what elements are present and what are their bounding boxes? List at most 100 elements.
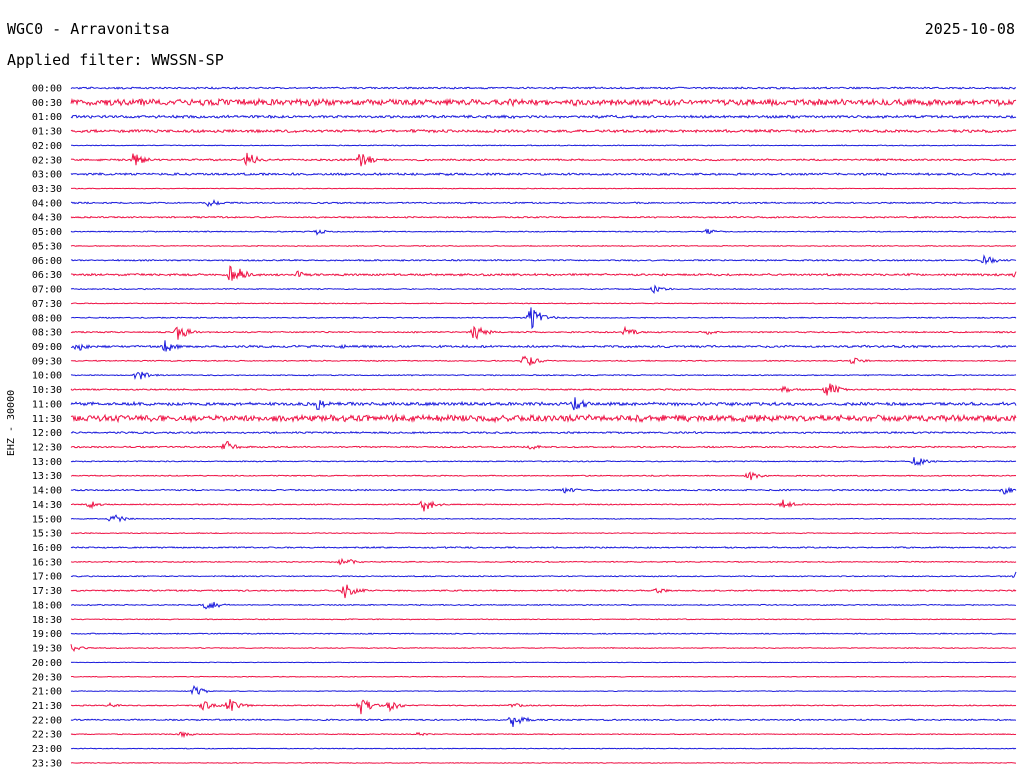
trace-line (70, 397, 1017, 411)
time-label: 17:30 (32, 586, 62, 597)
trace-line (70, 302, 1017, 305)
trace-line (70, 325, 1017, 340)
trace-line (70, 340, 1017, 352)
trace-line (70, 699, 1017, 715)
time-label: 22:00 (32, 715, 62, 726)
time-label: 18:00 (32, 600, 62, 611)
time-label: 14:00 (32, 486, 62, 497)
time-label: 21:00 (32, 687, 62, 698)
trace-line (70, 144, 1017, 147)
trace-line (70, 307, 1017, 330)
trace-line (70, 731, 1017, 739)
time-label: 23:30 (32, 758, 62, 769)
date-label: 2025-10-08 (924, 20, 1015, 38)
time-label: 00:00 (32, 84, 62, 95)
time-label: 01:00 (32, 112, 62, 123)
trace-line (70, 114, 1017, 120)
trace-line (70, 284, 1017, 294)
time-label: 21:30 (32, 701, 62, 712)
trace-line (70, 557, 1017, 566)
time-label: 09:00 (32, 342, 62, 353)
trace-line (70, 371, 1017, 380)
time-label: 09:30 (32, 356, 62, 367)
time-label: 07:00 (32, 285, 62, 296)
time-label: 04:00 (32, 198, 62, 209)
time-label: 22:30 (32, 730, 62, 741)
trace-line (70, 618, 1017, 621)
trace-line (70, 215, 1017, 219)
trace-line (70, 546, 1017, 549)
trace-line (70, 514, 1017, 523)
trace-line (70, 355, 1017, 366)
trace-line (70, 471, 1017, 481)
time-label: 18:30 (32, 615, 62, 626)
time-label: 07:30 (32, 299, 62, 310)
trace-line (70, 198, 1017, 208)
trace-line (70, 128, 1017, 134)
trace-line (70, 441, 1017, 450)
trace-line (70, 86, 1017, 90)
trace-line (70, 383, 1017, 396)
time-label: 20:00 (32, 658, 62, 669)
trace-line (70, 644, 1017, 653)
trace-line (70, 486, 1017, 495)
time-label: 06:00 (32, 256, 62, 267)
time-label: 00:30 (32, 98, 62, 109)
trace-line (70, 228, 1017, 236)
trace-line (70, 152, 1017, 167)
trace-line (70, 413, 1017, 424)
trace-line (70, 499, 1017, 512)
time-label: 17:00 (32, 572, 62, 583)
station-title: WGC0 - Arravonitsa (7, 20, 170, 38)
time-label: 04:30 (32, 213, 62, 224)
time-label: 11:30 (32, 414, 62, 425)
time-label: 16:30 (32, 557, 62, 568)
time-label: 14:30 (32, 500, 62, 511)
time-label: 01:30 (32, 127, 62, 138)
time-label: 05:30 (32, 241, 62, 252)
trace-line (70, 571, 1017, 579)
time-label: 02:30 (32, 155, 62, 166)
time-label: 12:30 (32, 443, 62, 454)
trace-line (70, 747, 1017, 750)
time-label: 19:00 (32, 629, 62, 640)
time-label: 11:00 (32, 399, 62, 410)
trace-line (70, 661, 1017, 664)
trace-group (70, 86, 1017, 764)
time-label: 13:30 (32, 471, 62, 482)
trace-line (70, 172, 1017, 177)
time-label: 20:30 (32, 672, 62, 683)
trace-line (70, 761, 1017, 764)
trace-line (70, 601, 1017, 610)
time-label: 23:00 (32, 744, 62, 755)
trace-line (70, 265, 1017, 281)
time-label: 08:00 (32, 313, 62, 324)
time-label: 15:00 (32, 514, 62, 525)
trace-line (70, 532, 1017, 535)
time-label: 12:00 (32, 428, 62, 439)
trace-line (70, 244, 1017, 248)
time-label: 13:00 (32, 457, 62, 468)
trace-line (70, 584, 1017, 599)
time-label: 03:00 (32, 170, 62, 181)
time-label: 03:30 (32, 184, 62, 195)
filter-label: Applied filter: WWSSN-SP (7, 51, 224, 69)
time-label-group: 00:00 00:30 01:00 01:30 02:00 02:30 03:00 03:30… (32, 84, 62, 770)
trace-line (70, 187, 1017, 190)
trace-line (70, 675, 1017, 678)
trace-line (70, 716, 1017, 728)
time-label: 10:00 (32, 371, 62, 382)
time-label: 05:00 (32, 227, 62, 238)
trace-line (70, 430, 1017, 435)
trace-line (70, 457, 1017, 467)
trace-line (70, 684, 1017, 696)
time-label: 19:30 (32, 644, 62, 655)
trace-line (70, 97, 1017, 108)
time-label: 16:00 (32, 543, 62, 554)
time-label: 08:30 (32, 328, 62, 339)
time-label: 10:30 (32, 385, 62, 396)
time-label: 06:30 (32, 270, 62, 281)
time-label: 02:00 (32, 141, 62, 152)
trace-line (70, 254, 1017, 266)
